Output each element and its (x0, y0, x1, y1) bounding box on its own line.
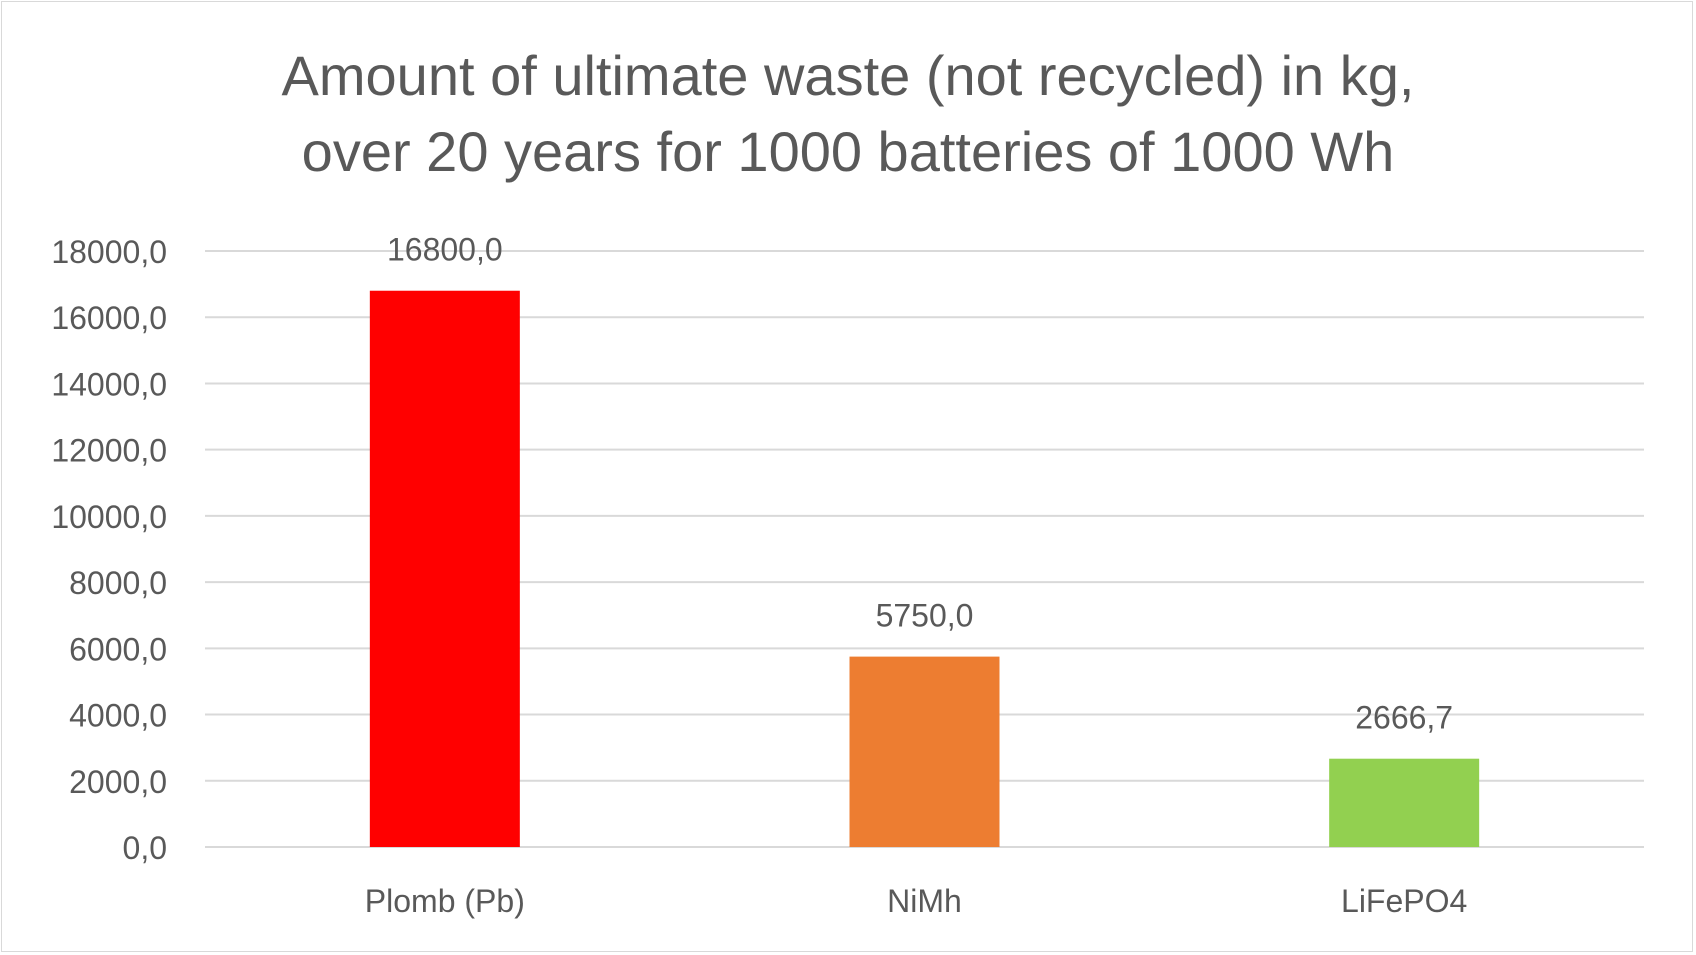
y-tick-label: 16000,0 (51, 300, 167, 336)
chart-title-line-2: over 20 years for 1000 batteries of 1000… (301, 120, 1395, 183)
x-tick-label: Plomb (Pb) (365, 883, 525, 919)
y-tick-label: 4000,0 (69, 698, 167, 734)
y-tick-label: 12000,0 (51, 433, 167, 469)
chart-title-line-1: Amount of ultimate waste (not recycled) … (281, 44, 1415, 107)
bars (369, 290, 1480, 847)
data-label: 2666,7 (1355, 700, 1453, 736)
y-axis-tick-labels: 0,0 2000,0 4000,0 6000,0 8000,0 10000,0 12000,… (51, 234, 167, 866)
y-tick-label: 0,0 (123, 830, 167, 866)
y-tick-label: 14000,0 (51, 366, 167, 402)
y-tick-label: 10000,0 (51, 499, 167, 535)
x-axis-tick-labels: Plomb (Pb) NiMh LiFePO4 (365, 883, 1467, 919)
y-tick-label: 8000,0 (69, 565, 167, 601)
bar-plomb-pb (369, 290, 520, 847)
y-tick-label: 18000,0 (51, 234, 167, 270)
bar-nimh (849, 656, 1000, 847)
data-labels: 16800,0 5750,0 2666,7 (387, 232, 1453, 736)
x-tick-label: LiFePO4 (1341, 883, 1467, 919)
y-tick-label: 2000,0 (69, 764, 167, 800)
y-tick-label: 6000,0 (69, 631, 167, 667)
data-label: 16800,0 (387, 232, 503, 268)
data-label: 5750,0 (876, 598, 974, 634)
bar-lifepo4 (1329, 758, 1480, 847)
chart-title: Amount of ultimate waste (not recycled) … (0, 38, 1696, 190)
x-tick-label: NiMh (887, 883, 962, 919)
